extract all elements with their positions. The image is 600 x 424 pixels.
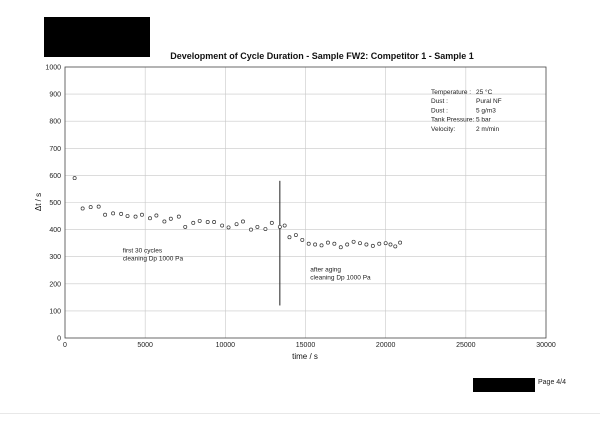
info-box: Temperature : 25 °C Dust : Pural NF Dust : 5 … (431, 88, 502, 133)
annotation-text: after aging (310, 267, 341, 274)
data-point (370, 243, 375, 248)
data-point (72, 176, 77, 181)
data-point (388, 242, 393, 247)
data-point (393, 244, 398, 249)
grid-layer (65, 67, 546, 338)
data-point (282, 223, 287, 228)
y-tick-label: 900 (49, 92, 61, 99)
data-point (287, 235, 292, 240)
info-value: 5 g/m3 (476, 107, 496, 114)
data-point (80, 206, 85, 211)
x-tick-label: 20000 (376, 342, 396, 349)
data-point (191, 220, 196, 225)
info-label: Dust : (431, 98, 448, 105)
x-axis-title: time / s (292, 352, 318, 361)
data-points (72, 176, 403, 250)
page-number-label: Page 4/4 (538, 379, 567, 386)
data-point (358, 241, 362, 246)
data-point (249, 227, 253, 232)
data-point (345, 242, 350, 247)
y-tick-label: 100 (49, 308, 61, 315)
data-point (234, 222, 239, 227)
y-tick-label: 600 (49, 173, 61, 180)
data-point (338, 245, 343, 250)
y-tick-label: 1000 (45, 65, 61, 72)
data-point (306, 241, 311, 246)
info-value: 2 m/min (476, 126, 500, 133)
data-point (332, 241, 337, 246)
data-point (220, 223, 225, 228)
info-value: Pural NF (476, 98, 502, 105)
x-tick-label: 25000 (456, 342, 476, 349)
data-point (277, 224, 282, 229)
data-point (183, 224, 188, 229)
data-point (255, 224, 260, 229)
data-point (263, 227, 268, 232)
data-point (319, 243, 324, 248)
annotation-text: first 30 cycles (123, 248, 163, 255)
data-point (148, 216, 152, 221)
data-point (111, 211, 116, 216)
y-tick-label: 200 (49, 281, 61, 288)
x-tick-label: 5000 (137, 342, 153, 349)
redaction-block-top (44, 17, 150, 57)
x-tick-label: 10000 (216, 342, 236, 349)
data-point (125, 214, 130, 218)
data-point (96, 204, 101, 209)
y-tick-label: 500 (49, 200, 61, 207)
y-tick-label: 0 (57, 336, 61, 343)
info-label: Temperature : (431, 89, 471, 96)
info-label: Dust : (431, 107, 448, 114)
annotation-text: cleaning Dp 1000 Pa (310, 275, 371, 282)
annotation-text: cleaning Dp 1000 Pa (123, 256, 184, 263)
data-point (383, 241, 388, 246)
info-value: 25 °C (476, 88, 493, 96)
data-point (377, 241, 382, 246)
x-tick-label: 0 (63, 342, 67, 349)
data-point (168, 216, 173, 221)
data-point (205, 220, 210, 224)
info-label: Tank Pressure: (431, 117, 475, 124)
redaction-block-bottom (473, 378, 535, 392)
data-point (154, 213, 159, 218)
data-point (176, 214, 181, 219)
data-point (325, 240, 330, 245)
data-point (162, 219, 167, 224)
scan-edge-line (0, 413, 600, 414)
y-tick-label: 700 (49, 146, 61, 153)
data-point (197, 218, 202, 223)
data-point (398, 240, 403, 245)
data-point (364, 242, 369, 247)
y-tick-label: 300 (49, 254, 61, 261)
x-tick-label: 15000 (296, 342, 316, 349)
data-point (133, 214, 138, 219)
data-point (119, 211, 124, 216)
y-axis-title: Δt / s (34, 193, 43, 211)
data-point (88, 205, 93, 210)
info-label: Velocity: (431, 126, 455, 133)
data-point (212, 220, 217, 224)
y-tick-label: 800 (49, 119, 61, 126)
data-point (140, 212, 144, 217)
data-point (300, 237, 305, 242)
chart-title: Development of Cycle Duration - Sample F… (170, 51, 474, 61)
data-point (103, 212, 108, 217)
y-tick-label: 400 (49, 227, 61, 234)
data-point (269, 220, 274, 225)
data-point (313, 242, 318, 247)
data-point (226, 225, 231, 230)
x-tick-label: 30000 (536, 342, 556, 349)
data-point (351, 239, 356, 244)
plot-frame (64, 66, 547, 339)
data-point (241, 219, 245, 224)
data-point (293, 233, 298, 237)
info-value: 5 bar (476, 117, 492, 124)
